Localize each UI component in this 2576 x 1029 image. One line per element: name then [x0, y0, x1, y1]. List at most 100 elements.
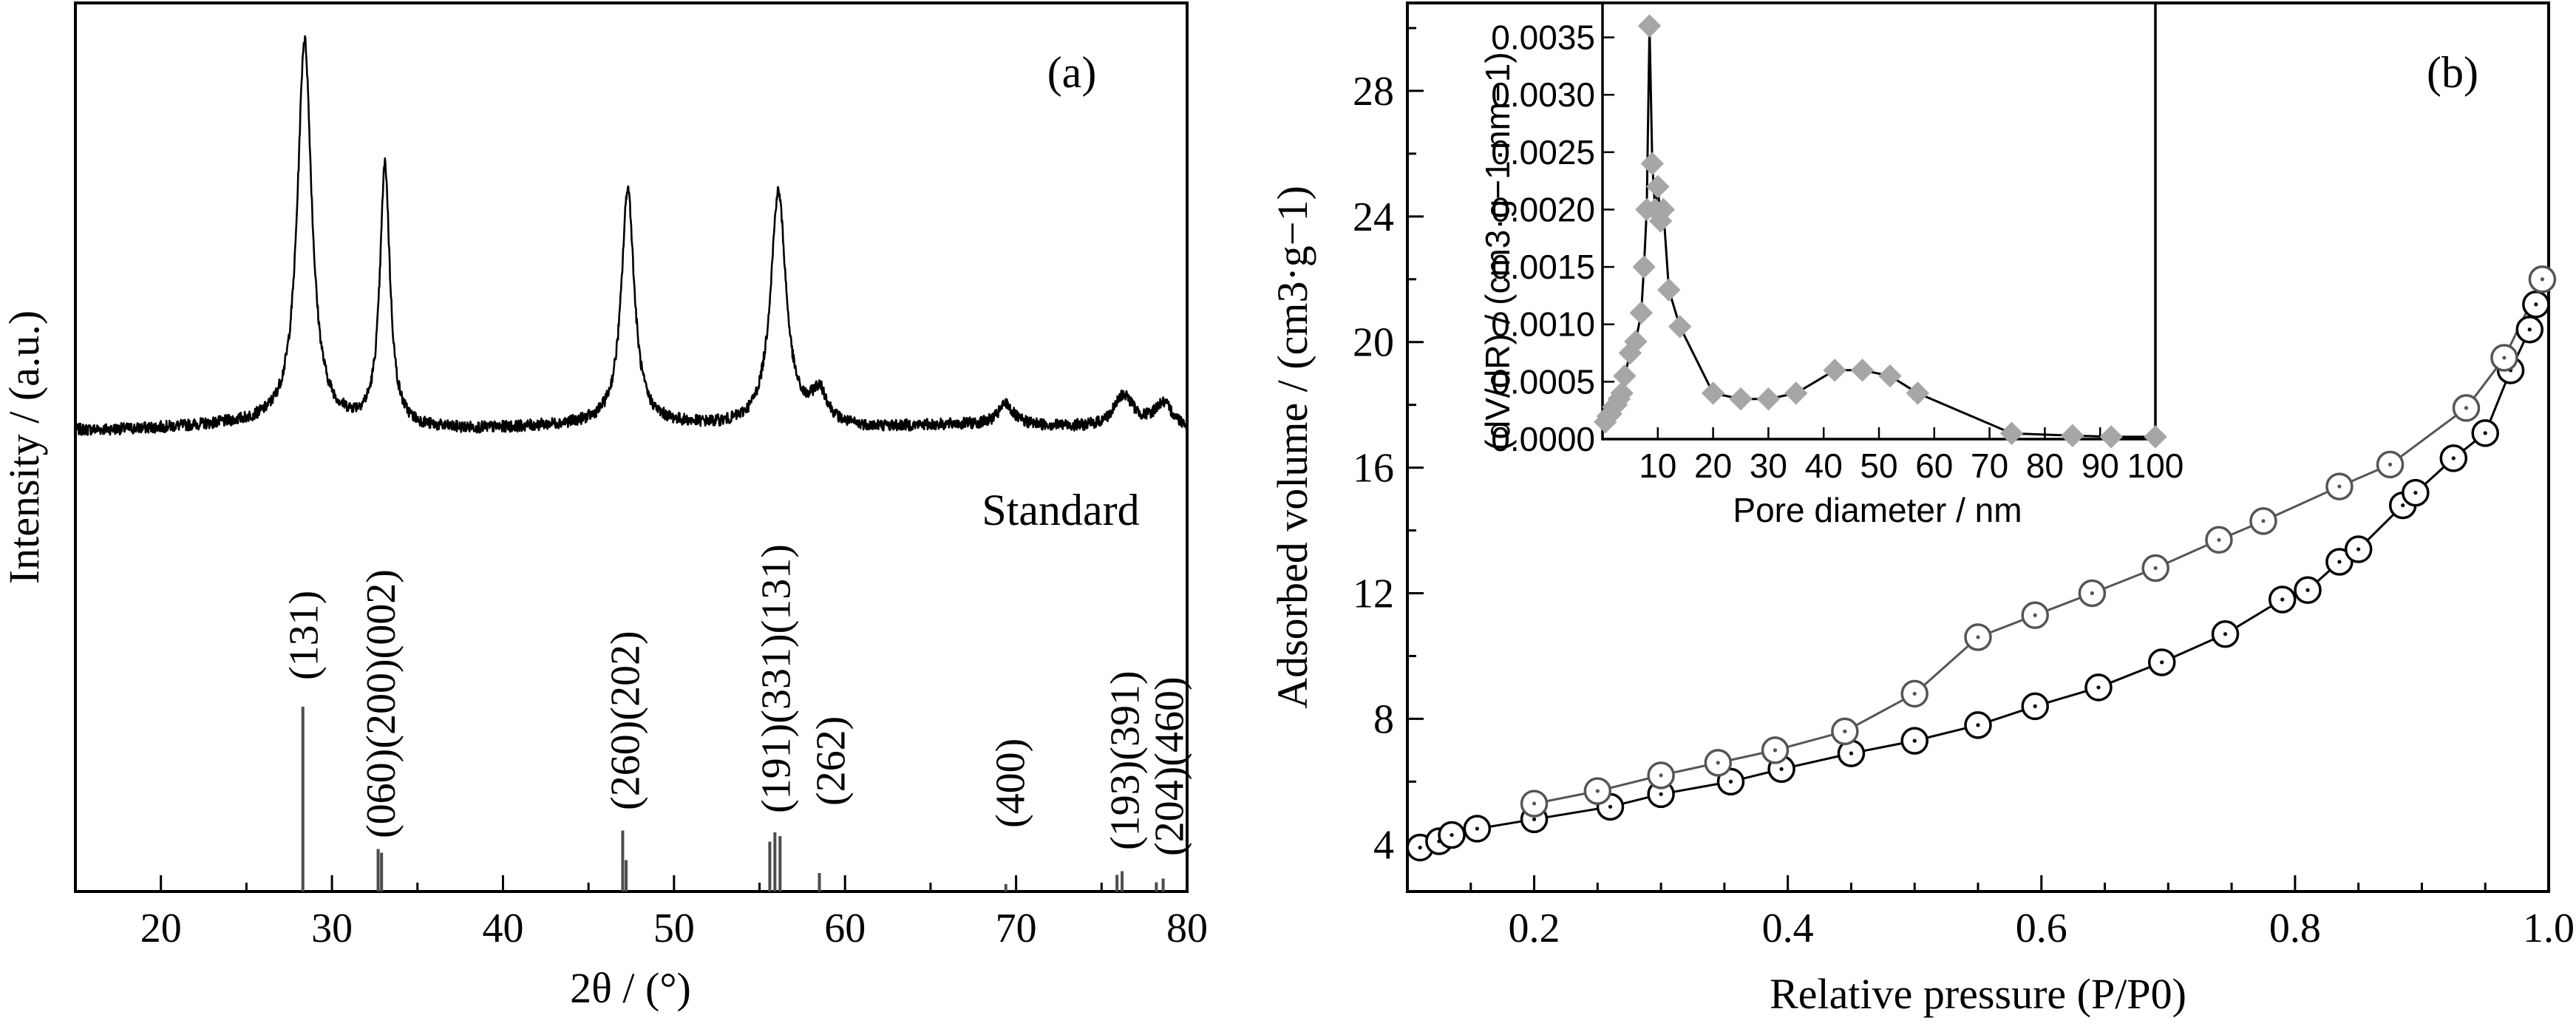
inset-point [1651, 197, 1675, 222]
isotherm-point-center [2527, 327, 2532, 332]
isotherm-point-center [2160, 660, 2164, 665]
panel-a-x-axis: 20 30 40 50 60 70 80 [140, 875, 1208, 951]
inset-y-tick-label: 0.0005 [1491, 362, 1595, 401]
inset-point [1632, 255, 1656, 279]
isotherm-point-center [2261, 519, 2266, 523]
inset: 10 20 30 40 50 60 70 80 90 100 0.0000 0.0005 0.0010… [1478, 1, 2184, 529]
isotherm-point-center [2451, 456, 2456, 461]
isotherm-point-center [2401, 503, 2405, 508]
inset-frame [1601, 1, 2157, 441]
isotherm-point-center [1450, 832, 1454, 838]
inset-x-tick-label: 60 [1915, 446, 1953, 485]
inset-point [1784, 381, 1808, 405]
x-tick-label: 1.0 [2523, 906, 2575, 951]
inset-point [1878, 364, 1902, 388]
hkl-annotation: (193)(391) [1102, 670, 1148, 850]
inset-point [1640, 152, 1665, 176]
inset-point [1646, 174, 1670, 199]
inset-point [1610, 381, 1634, 405]
inset-x-tick-label: 30 [1750, 446, 1787, 485]
hkl-annotation: (131) [282, 591, 327, 680]
x-tick-label: 0.4 [1762, 906, 1814, 951]
inset-point [2061, 424, 2084, 448]
isotherm-point-center [2033, 704, 2037, 709]
y-tick-label: 12 [1353, 571, 1394, 617]
x-tick-label: 20 [140, 906, 182, 951]
inset-point [1729, 387, 1753, 411]
isotherm-point-center [2356, 547, 2361, 551]
inset-pore-size-series [1594, 14, 2167, 449]
inset-x-tick-label: 50 [1860, 446, 1897, 485]
inset-x-tick-label: 20 [1694, 446, 1732, 485]
panel-b-y-axis-title: Adsorbed volume / (cm3·g−1) [1268, 186, 1316, 709]
isotherm-point-center [1659, 773, 1663, 778]
inset-point [1637, 14, 1662, 38]
isotherm-point-center [2223, 632, 2228, 636]
inset-point [2099, 425, 2123, 449]
inset-y-tick-label: 0.0010 [1491, 305, 1595, 344]
isotherm-point-center [1532, 817, 1537, 821]
x-tick-label: 40 [482, 906, 523, 951]
isotherm-point-center [2217, 537, 2221, 542]
inset-x-tick-label: 10 [1639, 446, 1676, 485]
x-tick-label: 60 [824, 906, 866, 951]
x-tick-label: 0.6 [2016, 906, 2067, 951]
hkl-annotation: (060)(200)(002) [358, 569, 404, 838]
inset-x-tick-label: 40 [1805, 446, 1843, 485]
inset-point [1850, 359, 1875, 382]
hkl-annotation: (262) [808, 716, 854, 806]
isotherm-point-center [1595, 789, 1600, 793]
inset-point [1906, 381, 1930, 405]
x-tick-label: 80 [1166, 906, 1208, 951]
panel-a-diffraction-pattern [74, 35, 1188, 436]
isotherm-point-center [1779, 767, 1784, 771]
panel-b-label: (b) [2427, 48, 2478, 97]
isotherm-point-center [2464, 406, 2469, 410]
isotherm-point-center [1976, 635, 1980, 639]
y-tick-label: 8 [1373, 696, 1394, 742]
hkl-annotation: (204)(460) [1147, 676, 1193, 856]
isotherm-point-center [1475, 826, 1479, 831]
isotherm-point-center [2280, 597, 2285, 602]
isotherm-point-center [1849, 751, 1854, 755]
inset-y-tick-label: 0.0000 [1491, 420, 1595, 458]
isotherm-point-center [1912, 691, 1917, 696]
inset-point [2144, 425, 2167, 449]
panel-a-standard-lines [301, 707, 1165, 892]
hkl-annotation: (400) [988, 738, 1033, 828]
inset-y-axis: 0.0000 0.0005 0.0010 0.0015 0.0020 0.0025 0.00… [1491, 18, 1614, 458]
isotherm-point-center [1659, 792, 1663, 796]
isotherm-point-center [1773, 748, 1778, 753]
isotherm-point-center [2090, 591, 2094, 596]
panel-b-x-axis-title: Relative pressure (P/P0) [1770, 970, 2186, 1018]
inset-y-axis-title: (dV/dR) / (cm3·g−1·nm−1) [1478, 52, 1517, 450]
inset-y-tick-label: 0.0015 [1491, 248, 1595, 286]
inset-point [1668, 315, 1692, 339]
isotherm-point-center [1716, 761, 1720, 765]
x-tick-label: 0.8 [2269, 906, 2321, 951]
isotherm-point-center [1532, 801, 1537, 806]
inset-y-tick-label: 0.0035 [1491, 18, 1595, 57]
inset-x-axis: 10 20 30 40 50 60 70 80 90 100 [1639, 427, 2184, 485]
panel-a-frame [74, 1, 1189, 893]
isotherm-point-center [2502, 356, 2507, 360]
isotherm-point-center [2413, 490, 2418, 495]
isotherm-point-center [2096, 685, 2101, 690]
isotherm-point-center [2153, 566, 2158, 571]
x-tick-label: 70 [996, 906, 1037, 951]
panel-b-y-axis: 4 8 12 16 20 24 28 [1353, 27, 1424, 868]
panel-a-label: (a) [1047, 48, 1097, 97]
isotherm-point-center [1976, 723, 1980, 727]
x-tick-label: 0.2 [1509, 906, 1560, 951]
y-tick-label: 4 [1373, 822, 1394, 868]
isotherm-point-center [1843, 729, 1847, 733]
inset-point [1756, 387, 1781, 411]
isotherm-point-center [1728, 779, 1733, 784]
isotherm-point-center [2483, 431, 2487, 435]
isotherm-point-center [2388, 462, 2393, 466]
isotherm-point-center [2534, 302, 2538, 307]
inset-x-tick-label: 100 [2127, 446, 2184, 485]
inset-point [1823, 359, 1846, 382]
y-tick-label: 24 [1353, 194, 1394, 240]
